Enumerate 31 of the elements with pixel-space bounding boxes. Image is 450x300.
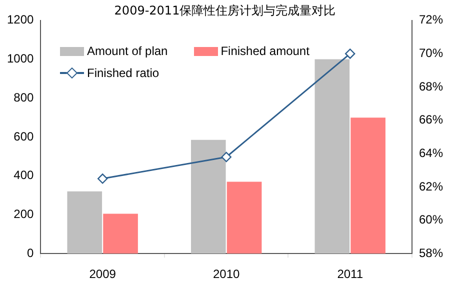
bar	[226, 182, 262, 254]
y2-tick-label: 58%	[418, 246, 444, 260]
y2-tick-label: 66%	[418, 112, 444, 127]
point	[345, 48, 356, 59]
legend-label: Amount of plan	[87, 44, 168, 58]
y2-tick-label: 72%	[418, 12, 444, 27]
y-tick-label: 1200	[6, 12, 34, 27]
bar	[67, 191, 102, 254]
bar	[314, 59, 350, 254]
y-tick-label: 1000	[6, 52, 34, 66]
bar	[350, 118, 386, 254]
x-tick-label: 2010	[212, 267, 240, 282]
bar	[103, 214, 138, 254]
y-tick-label: 0	[27, 246, 34, 260]
legend-label: Finished amount	[220, 44, 310, 58]
x-tick-label: 2011	[337, 267, 364, 282]
chart-title: 2009-2011保障性住房计划与完成量对比	[114, 3, 336, 18]
bar	[190, 140, 226, 254]
x-tick-label: 2009	[89, 267, 116, 282]
legend-label: Finished ratio	[87, 66, 160, 80]
y2-tick-label: 62%	[418, 179, 444, 194]
y2-tick-label: 70%	[418, 46, 444, 60]
point	[221, 152, 232, 162]
y-tick-label: 200	[14, 207, 34, 222]
y2-tick-label: 68%	[418, 79, 444, 94]
y2-tick-label: 64%	[418, 146, 444, 160]
y-tick-label: 600	[14, 129, 34, 144]
point	[97, 174, 108, 184]
y2-tick-label: 60%	[418, 212, 444, 227]
y-tick-label: 800	[14, 90, 34, 104]
y-tick-label: 400	[14, 168, 34, 182]
